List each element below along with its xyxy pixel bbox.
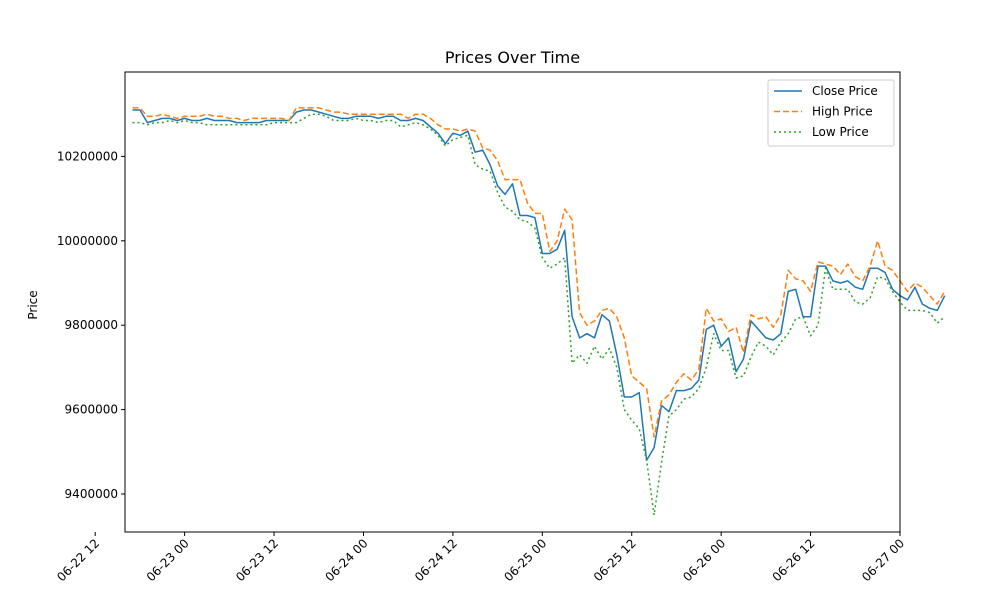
y-tick-label: 9400000 (65, 487, 118, 501)
legend-label-low-price: Low Price (812, 125, 869, 139)
low-price-line (132, 113, 946, 516)
legend-label-close-price: Close Price (812, 84, 878, 98)
y-axis: 9400000 9600000 9800000 10000000 10200000 (57, 149, 125, 501)
series-layer (132, 107, 946, 516)
close-price-line (132, 109, 946, 462)
plot-frame (124, 71, 901, 533)
chart-title: Prices Over Time (445, 48, 580, 67)
y-tick-label: 9800000 (65, 318, 118, 332)
y-tick-label: 10200000 (57, 149, 118, 163)
y-tick-label: 9600000 (65, 403, 118, 417)
legend-box (767, 79, 895, 147)
high-price-line (132, 107, 946, 438)
y-axis-title: Price (26, 290, 40, 319)
y-tick-label: 10000000 (57, 234, 118, 248)
legend: Close Price High Price Low Price (767, 79, 895, 147)
legend-label-high-price: High Price (812, 105, 873, 119)
